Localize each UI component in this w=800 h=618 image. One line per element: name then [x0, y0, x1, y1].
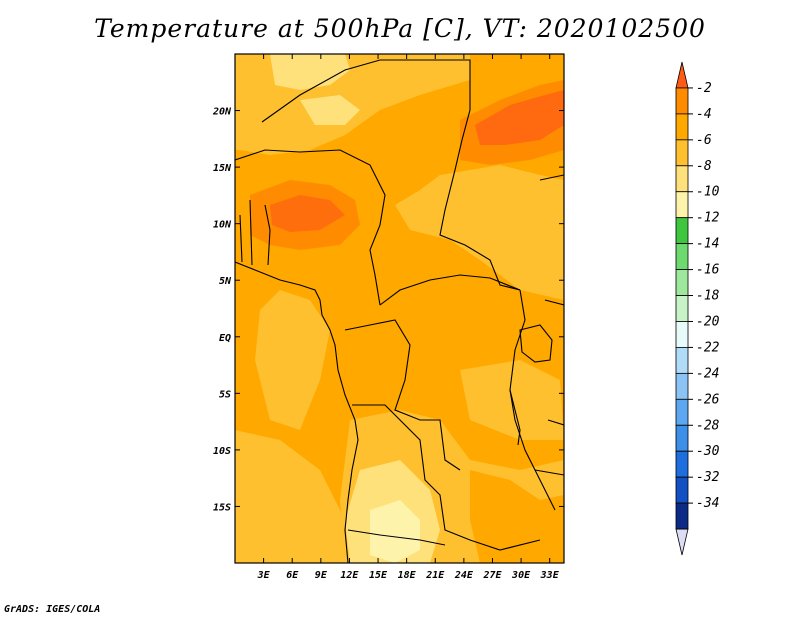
- border-south: [347, 529, 446, 546]
- colorbar-label: -14: [696, 237, 719, 252]
- grads-credit: GrADS: IGES/COLA: [4, 604, 101, 615]
- border-sahara: [261, 59, 471, 123]
- colorbar-label: -10: [696, 185, 720, 200]
- colorbar-label: -8: [696, 159, 712, 174]
- lon-tick-label: 15E: [369, 570, 388, 581]
- field-region-gulf-cool: [255, 290, 330, 430]
- lat-tick-label: EQ: [219, 333, 231, 344]
- longitude-axis: 3E 6E 9E 12E 15E 18E 21E 24E 27E 30E 33E: [257, 54, 560, 581]
- border-central: [379, 274, 521, 306]
- field-region-sahara-pale: [270, 54, 350, 90]
- lake-victoria: [519, 324, 553, 363]
- colorbar-swatch: [675, 87, 689, 115]
- colorbar-label: -28: [696, 418, 720, 433]
- border-angola: [352, 404, 541, 551]
- field-region-southwest-cool: [235, 430, 360, 563]
- lon-tick-label: 24E: [454, 570, 474, 581]
- lat-tick-label: 20N: [212, 107, 232, 118]
- colorbar-swatch: [675, 347, 689, 374]
- lon-tick-label: 9E: [315, 570, 328, 581]
- colorbar-swatch: [675, 139, 689, 167]
- colorbar-swatch: [675, 217, 689, 245]
- border-congo: [344, 319, 461, 471]
- colorbar-swatch: [675, 269, 689, 296]
- lat-tick-label: 5N: [219, 276, 232, 287]
- lat-tick-label: 10S: [213, 446, 231, 457]
- colorbar-swatch: [675, 295, 689, 322]
- colorbar-swatch: [675, 398, 689, 426]
- country-borders: [235, 59, 564, 563]
- border-nigeria: [239, 199, 271, 266]
- field-region-east-cool: [395, 165, 564, 300]
- colorbar-swatch: [675, 476, 689, 504]
- colorbar-label: -26: [696, 392, 720, 407]
- lon-tick-label: 18E: [398, 570, 417, 581]
- lon-tick-label: 6E: [286, 570, 299, 581]
- lon-tick-label: 30E: [511, 570, 531, 581]
- colorbar-label: -32: [696, 470, 720, 485]
- field-region-south-warmcore: [470, 470, 564, 563]
- colorbar-label: -2: [696, 81, 712, 96]
- colorbar-swatch: [675, 165, 689, 193]
- border-horn: [534, 174, 564, 476]
- colorbar-end-triangle-bottom: [675, 528, 689, 556]
- colorbar-label: -4: [696, 107, 712, 122]
- border-drc-east: [509, 289, 556, 511]
- latitude-axis: 20N 15N 10N 5N EQ 5S 10S 15S: [212, 107, 564, 513]
- colorbar-swatch: [675, 424, 689, 452]
- field-region-sudan-warm-core: [475, 90, 564, 145]
- lon-tick-label: 3E: [257, 570, 271, 581]
- lake-tanganyika: [509, 389, 521, 446]
- colorbar-label: -12: [696, 211, 720, 226]
- colorbar: -2 -4 -6 -8 -10 -12 -14 -16 -18 -20 -22 -24 -26 -28 -3…: [675, 61, 720, 556]
- lon-tick-label: 21E: [425, 570, 445, 581]
- map-frame: [234, 53, 565, 564]
- field-region-angola-pale-2: [370, 500, 420, 563]
- colorbar-swatch: [675, 321, 689, 348]
- colorbar-label: -18: [696, 289, 720, 304]
- colorbar-label: -16: [696, 263, 720, 278]
- lat-tick-label: 15N: [213, 163, 232, 174]
- lat-tick-label: 5S: [219, 389, 231, 400]
- border-chad-sudan: [439, 109, 521, 291]
- colorbar-swatch: [675, 243, 689, 270]
- colorbar-label: -24: [696, 366, 719, 381]
- colorbar-swatch: [675, 450, 689, 478]
- colorbar-label: -20: [696, 314, 720, 329]
- temperature-field: [235, 54, 564, 563]
- lat-tick-label: 15S: [213, 502, 231, 513]
- coastline-west-africa: [235, 261, 359, 563]
- lat-tick-label: 10N: [213, 220, 232, 231]
- colorbar-swatch: [675, 191, 689, 219]
- colorbar-swatch: [675, 113, 689, 141]
- field-region-westafrica-warm-core: [270, 195, 345, 232]
- border-sahel: [235, 149, 386, 306]
- lon-tick-label: 27E: [482, 570, 502, 581]
- lon-tick-label: 12E: [340, 570, 359, 581]
- colorbar-label: -22: [696, 340, 720, 355]
- lon-tick-label: 33E: [540, 570, 560, 581]
- colorbar-label: -30: [696, 444, 720, 459]
- colorbar-swatch: [675, 502, 689, 530]
- colorbar-label: -34: [696, 496, 719, 511]
- plot-title: Temperature at 500hPa [C], VT: 202010250…: [94, 14, 706, 43]
- colorbar-swatch: [675, 372, 689, 400]
- colorbar-end-triangle-top: [675, 61, 689, 89]
- field-region-sahara-pale-2: [300, 95, 360, 125]
- colorbar-label: -6: [696, 133, 712, 148]
